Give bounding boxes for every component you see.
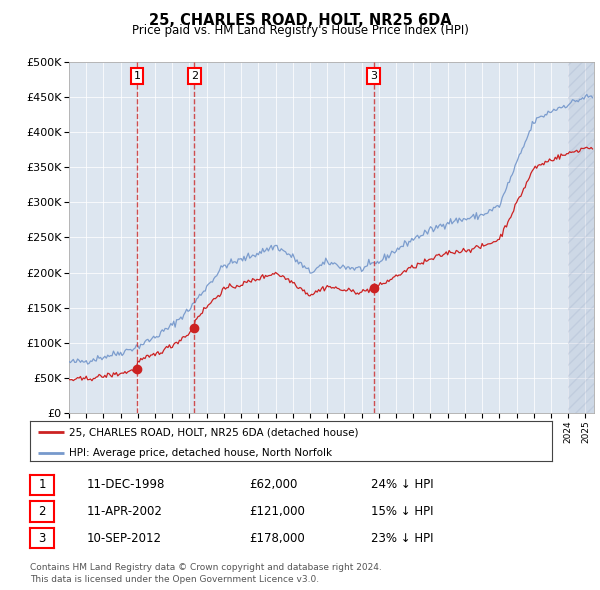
Text: Contains HM Land Registry data © Crown copyright and database right 2024.: Contains HM Land Registry data © Crown c… — [30, 563, 382, 572]
Text: £62,000: £62,000 — [249, 478, 298, 491]
Text: 10-SEP-2012: 10-SEP-2012 — [87, 532, 162, 545]
Text: 24% ↓ HPI: 24% ↓ HPI — [371, 478, 433, 491]
Text: 1: 1 — [38, 478, 46, 491]
Text: 25, CHARLES ROAD, HOLT, NR25 6DA: 25, CHARLES ROAD, HOLT, NR25 6DA — [149, 13, 451, 28]
Text: 23% ↓ HPI: 23% ↓ HPI — [371, 532, 433, 545]
Text: £178,000: £178,000 — [249, 532, 305, 545]
Text: 25, CHARLES ROAD, HOLT, NR25 6DA (detached house): 25, CHARLES ROAD, HOLT, NR25 6DA (detach… — [69, 428, 359, 438]
Bar — [568, 62, 594, 413]
Text: HPI: Average price, detached house, North Norfolk: HPI: Average price, detached house, Nort… — [69, 448, 332, 458]
Text: 1: 1 — [133, 71, 140, 81]
Text: 11-DEC-1998: 11-DEC-1998 — [87, 478, 166, 491]
Text: 11-APR-2002: 11-APR-2002 — [87, 505, 163, 518]
Text: £121,000: £121,000 — [249, 505, 305, 518]
Text: Price paid vs. HM Land Registry's House Price Index (HPI): Price paid vs. HM Land Registry's House … — [131, 24, 469, 37]
Text: 3: 3 — [370, 71, 377, 81]
Text: This data is licensed under the Open Government Licence v3.0.: This data is licensed under the Open Gov… — [30, 575, 319, 584]
Text: 2: 2 — [191, 71, 198, 81]
Text: 3: 3 — [38, 532, 46, 545]
Text: 2: 2 — [38, 505, 46, 518]
Text: 15% ↓ HPI: 15% ↓ HPI — [371, 505, 433, 518]
